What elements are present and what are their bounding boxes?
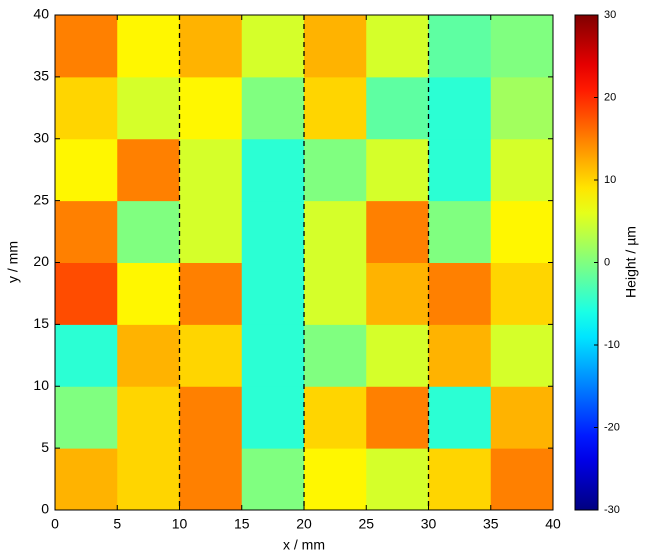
colorbar-tick-label: 20 (604, 91, 616, 103)
heatmap-cell (179, 200, 243, 263)
heatmap-cell (55, 386, 118, 449)
heatmap-cell (55, 262, 118, 325)
y-axis-label: y / mm (5, 241, 21, 283)
heatmap-cell (366, 200, 429, 263)
heatmap-cell (241, 448, 305, 511)
heatmap-cell (117, 386, 180, 449)
heatmap-cell (428, 386, 492, 449)
heatmap-cell (117, 15, 180, 78)
heatmap-cell (117, 324, 180, 387)
colorbar-tick-label: 0 (604, 256, 610, 268)
colorbar-tick-label: 10 (604, 174, 616, 186)
heatmap-cell (428, 138, 492, 202)
heatmap-cell (241, 15, 305, 78)
x-tick-label: 0 (51, 516, 59, 532)
y-tick-label: 5 (41, 439, 49, 455)
heatmap-cell (428, 15, 492, 78)
heatmap-cell (179, 448, 243, 511)
heatmap-cell (428, 324, 492, 387)
colorbar-tick-label: -20 (604, 421, 620, 433)
y-tick-label: 10 (33, 377, 49, 393)
y-tick-label: 20 (33, 253, 49, 269)
heatmap-cell (179, 15, 243, 78)
heatmap-cell (55, 200, 118, 263)
heatmap-cell (304, 76, 367, 140)
colorbar-label: Height / µm (623, 226, 639, 298)
heatmap-cell (304, 15, 367, 78)
heatmap-cell (428, 76, 492, 140)
heatmap-cell (179, 262, 243, 325)
heatmap-cell (304, 448, 367, 511)
heatmap-cell (241, 138, 305, 202)
heatmap-cell (241, 324, 305, 387)
heatmap-cell (366, 386, 429, 449)
heatmap-cell (55, 76, 118, 140)
heatmap-cell (428, 448, 492, 511)
heatmap-cell (490, 200, 554, 263)
heatmap-cell (179, 324, 243, 387)
y-tick-label: 40 (33, 6, 49, 22)
x-tick-label: 30 (421, 516, 437, 532)
heatmap-cell (241, 386, 305, 449)
heatmap-cell (366, 324, 429, 387)
heatmap-cell (490, 262, 554, 325)
y-tick-label: 30 (33, 129, 49, 145)
heatmap-cell (117, 262, 180, 325)
heatmap-cell (428, 262, 492, 325)
x-tick-label: 15 (234, 516, 250, 532)
heatmap-cell (366, 262, 429, 325)
heatmap (55, 15, 554, 511)
x-tick-label: 10 (172, 516, 188, 532)
colorbar-tick-label: -30 (604, 504, 620, 516)
heatmap-cell (179, 138, 243, 202)
heatmap-cell (117, 448, 180, 511)
heatmap-cell (490, 15, 554, 78)
x-axis-label: x / mm (283, 537, 325, 553)
heatmap-cell (490, 386, 554, 449)
heatmap-cell (366, 76, 429, 140)
heatmap-cell (304, 262, 367, 325)
colorbar-tick-label: 30 (604, 9, 616, 21)
heatmap-cell (490, 138, 554, 202)
heatmap-cell (490, 448, 554, 511)
heatmap-cell (55, 448, 118, 511)
heatmap-cell (55, 15, 118, 78)
heatmap-cell (304, 138, 367, 202)
x-tick-label: 40 (545, 516, 561, 532)
x-tick-label: 20 (296, 516, 312, 532)
heatmap-cell (366, 15, 429, 78)
heatmap-cell (55, 138, 118, 202)
x-tick-label: 35 (483, 516, 499, 532)
heatmap-cell (490, 76, 554, 140)
heatmap-cell (179, 76, 243, 140)
heatmap-cell (241, 76, 305, 140)
heatmap-cell (117, 138, 180, 202)
heatmap-cell (304, 200, 367, 263)
heatmap-cell (366, 448, 429, 511)
heatmap-cell (490, 324, 554, 387)
y-tick-label: 0 (41, 501, 49, 517)
heatmap-cell (304, 324, 367, 387)
heatmap-cell (241, 262, 305, 325)
x-tick-label: 25 (358, 516, 374, 532)
heatmap-cell (117, 76, 180, 140)
x-tick-label: 5 (113, 516, 121, 532)
heatmap-cell (304, 386, 367, 449)
heatmap-cell (117, 200, 180, 263)
heatmap-cell (241, 200, 305, 263)
heatmap-cell (179, 386, 243, 449)
y-tick-label: 35 (33, 68, 49, 84)
colorbar-tick-label: -10 (604, 339, 620, 351)
y-tick-label: 25 (33, 191, 49, 207)
heatmap-cell (366, 138, 429, 202)
y-tick-label: 15 (33, 315, 49, 331)
heatmap-cell (428, 200, 492, 263)
heatmap-cell (55, 324, 118, 387)
